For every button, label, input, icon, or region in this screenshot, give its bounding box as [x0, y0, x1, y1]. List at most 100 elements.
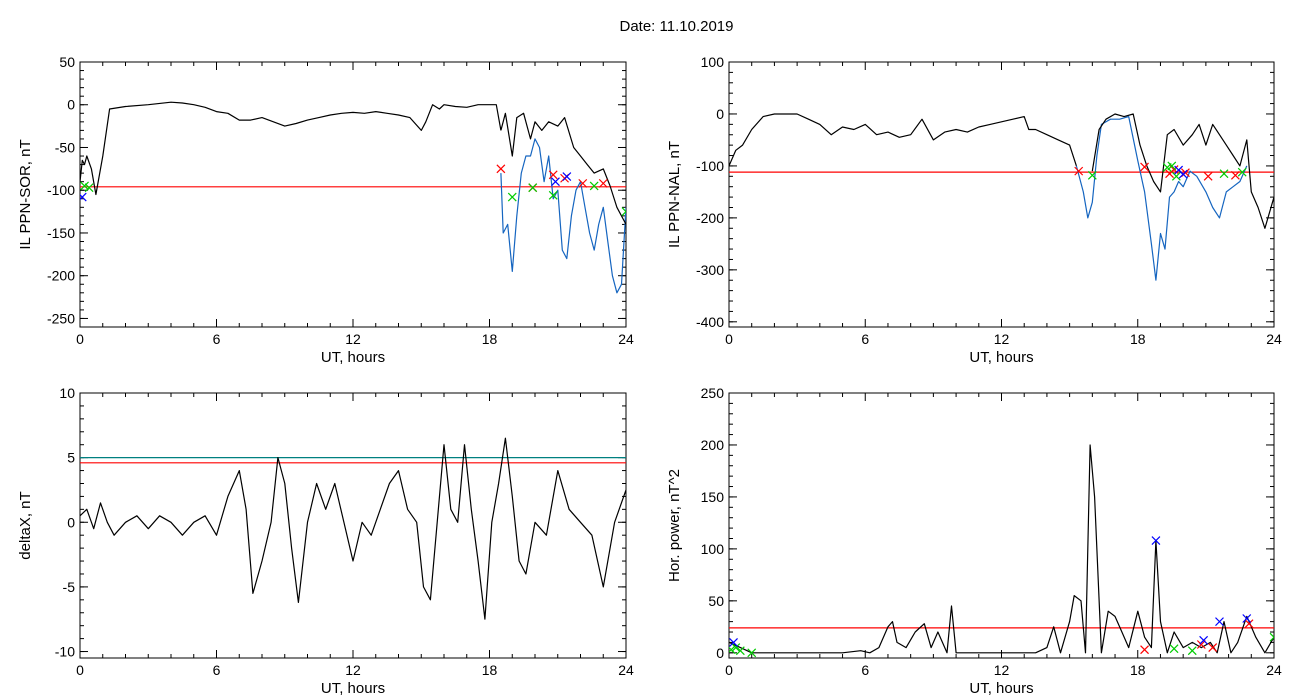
data-marker-stroke	[528, 183, 538, 193]
y-tick-label: 0	[67, 514, 75, 530]
y-axis-label: Hor. power, nT^2	[666, 469, 683, 582]
y-axis-label: deltaX, nT	[17, 491, 34, 559]
data-marker	[1140, 162, 1149, 172]
data-marker	[528, 183, 538, 193]
series-line-1	[80, 437, 626, 620]
data-marker	[1244, 619, 1254, 629]
data-marker-stroke	[1269, 636, 1274, 642]
x-tick-label: 24	[618, 662, 634, 678]
x-tick-label: 24	[1266, 662, 1282, 678]
x-axis-label: UT, hours	[969, 349, 1033, 366]
chart-panel-2: 0 6 12 18 24 -400 -300 -200 -100 0 100 UT, hours IL …	[666, 54, 1282, 366]
data-marker-stroke	[1087, 170, 1097, 180]
data-marker-stroke	[507, 192, 517, 202]
x-tick-label: 6	[861, 331, 869, 347]
data-marker	[731, 643, 741, 653]
x-tick-label: 12	[994, 331, 1010, 347]
data-marker	[1269, 632, 1274, 642]
data-marker-stroke	[1208, 643, 1218, 653]
y-tick-label: 0	[67, 97, 75, 113]
data-marker	[621, 207, 626, 217]
x-tick-label: 18	[1130, 662, 1146, 678]
data-marker-stroke	[1230, 170, 1240, 180]
y-tick-label: 100	[701, 54, 725, 70]
y-axis-label: IL PPN-NAL, nT	[666, 141, 683, 248]
y-axis-label: IL PPN-SOR, nT	[17, 139, 34, 249]
data-marker	[589, 181, 599, 191]
y-tick-label: -400	[696, 314, 724, 330]
plot-area	[729, 444, 1274, 658]
plot-area	[80, 437, 626, 620]
y-tick-label: -100	[696, 158, 724, 174]
y-tick-label: -150	[47, 225, 75, 241]
data-marker-stroke	[1269, 632, 1274, 639]
data-marker-stroke	[548, 190, 558, 200]
x-tick-label: 12	[994, 662, 1010, 678]
data-marker	[1196, 640, 1206, 649]
x-tick-label: 0	[76, 331, 84, 347]
data-marker	[548, 170, 558, 180]
data-marker	[598, 178, 608, 188]
data-marker	[1187, 646, 1197, 656]
plot-area	[729, 113, 1274, 281]
data-marker	[84, 183, 94, 193]
data-marker	[551, 177, 560, 187]
data-marker	[1087, 170, 1097, 180]
data-marker	[1151, 536, 1161, 545]
y-tick-label: -300	[696, 262, 724, 278]
data-marker-stroke	[1151, 536, 1161, 545]
data-marker-stroke	[1219, 169, 1229, 179]
y-tick-label: 250	[701, 385, 725, 401]
x-tick-label: 6	[213, 331, 221, 347]
x-tick-label: 24	[618, 331, 634, 347]
data-marker-stroke	[562, 172, 572, 181]
y-tick-label: 50	[708, 593, 724, 609]
y-tick-label: -5	[63, 579, 76, 595]
data-marker-stroke	[1171, 171, 1181, 181]
data-marker-stroke	[731, 643, 741, 653]
data-marker-stroke	[729, 637, 738, 647]
series-line-1	[729, 113, 1077, 167]
x-tick-label: 6	[861, 662, 869, 678]
data-marker-stroke	[1178, 169, 1188, 179]
data-marker-stroke	[1140, 162, 1149, 172]
data-marker	[548, 190, 558, 200]
data-marker-stroke	[80, 181, 89, 191]
data-marker	[1230, 170, 1240, 180]
data-marker-stroke	[589, 181, 599, 191]
x-tick-label: 0	[76, 662, 84, 678]
series-line-2	[500, 138, 626, 294]
data-marker	[1167, 161, 1177, 171]
x-tick-label: 0	[725, 331, 733, 347]
data-marker-stroke	[621, 207, 626, 213]
x-axis-label: UT, hours	[321, 349, 385, 366]
series-line-2	[1075, 115, 1248, 281]
y-tick-label: 200	[701, 437, 725, 453]
y-tick-label: 50	[59, 54, 75, 70]
series-line-1	[80, 101, 502, 196]
y-tick-label: 150	[701, 489, 725, 505]
data-marker	[1074, 166, 1084, 176]
data-marker-stroke	[1169, 165, 1179, 174]
data-marker	[1171, 171, 1181, 181]
data-marker	[1208, 643, 1218, 653]
data-marker-stroke	[1242, 614, 1252, 623]
data-marker	[1203, 171, 1213, 181]
y-tick-label: -10	[55, 644, 75, 660]
data-marker-stroke	[1174, 165, 1184, 175]
x-axis-label: UT, hours	[321, 680, 385, 697]
x-tick-label: 18	[1130, 331, 1146, 347]
plot-frame	[728, 61, 1275, 328]
series-line-3	[500, 112, 626, 225]
data-marker-stroke	[621, 210, 626, 217]
y-tick-label: -200	[696, 210, 724, 226]
data-marker	[1242, 614, 1252, 623]
chart-panel-3: 0 6 12 18 24 -10 -5 0 5 10 UT, hours deltaX, nT	[17, 385, 634, 697]
data-marker-stroke	[1167, 161, 1177, 171]
data-marker	[1169, 644, 1179, 654]
plot-frame	[79, 392, 627, 659]
data-marker	[1215, 617, 1224, 627]
data-marker-stroke	[1203, 171, 1213, 181]
data-marker-stroke	[735, 646, 745, 656]
